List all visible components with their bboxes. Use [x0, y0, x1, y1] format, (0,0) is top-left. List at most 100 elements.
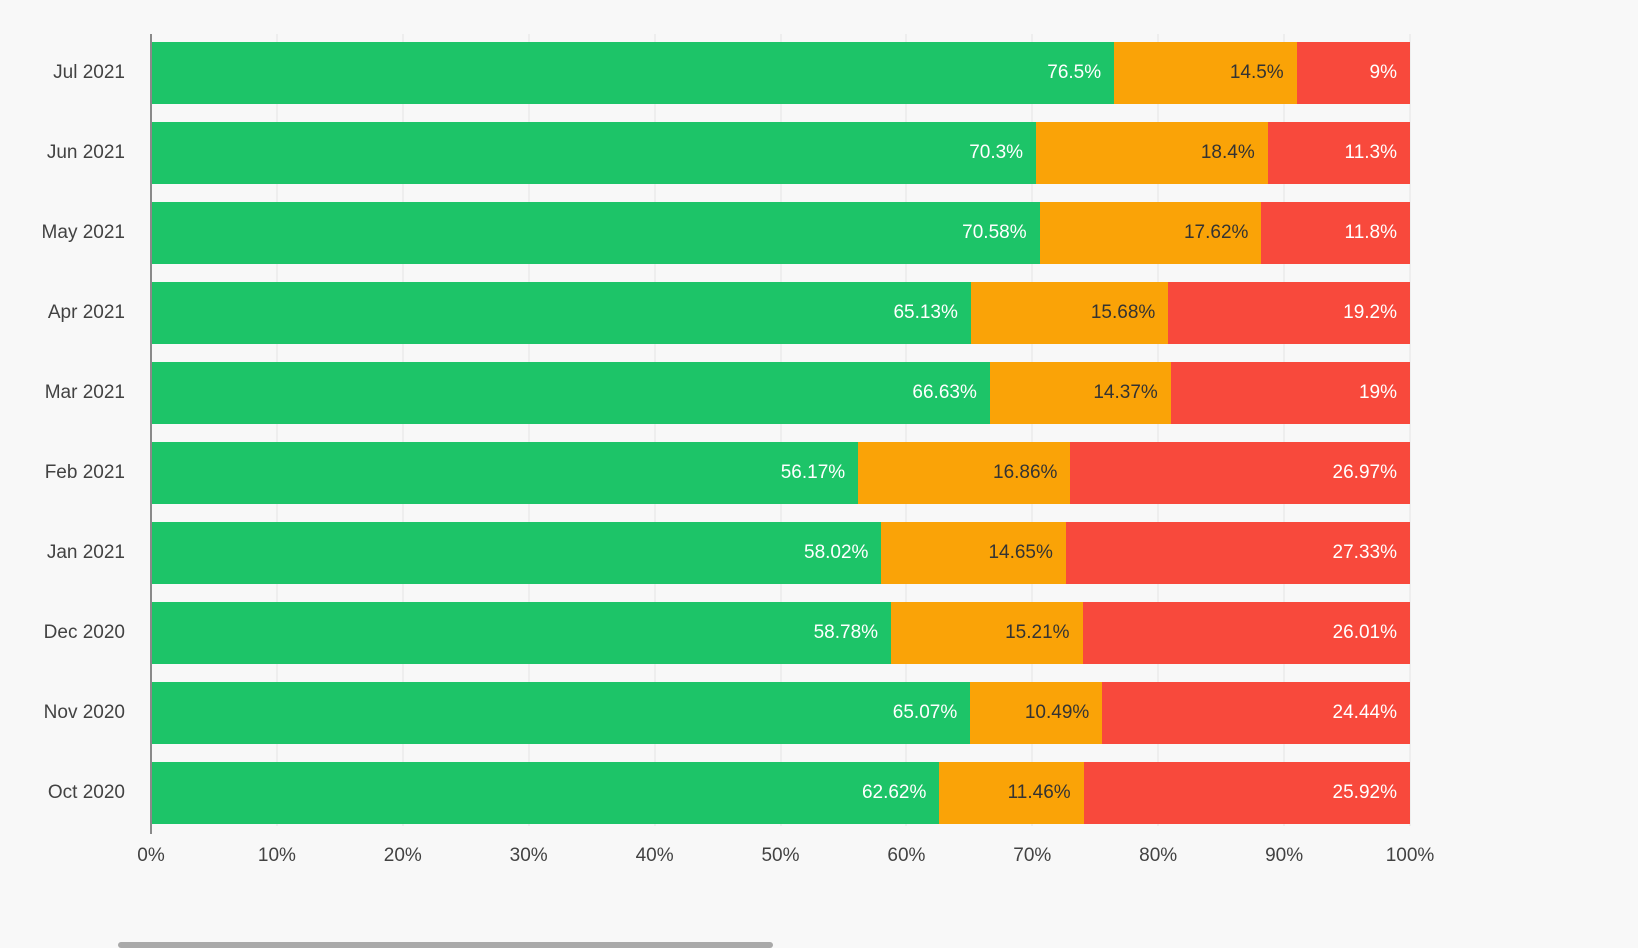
- segment-value-label: 26.01%: [1332, 622, 1398, 643]
- chart-row: Apr 2021 65.13% 15.68% 19.2%: [0, 282, 1638, 344]
- chart-row: Feb 2021 56.17% 16.86% 26.97%: [0, 442, 1638, 504]
- segment-value-label: 14.5%: [1229, 62, 1284, 83]
- bar-segment-green[interactable]: 70.58%: [151, 202, 1040, 264]
- segment-value-label: 11.46%: [1007, 782, 1071, 803]
- bar-segment-red[interactable]: 24.44%: [1102, 682, 1410, 744]
- bar-track: 56.17% 16.86% 26.97%: [151, 442, 1410, 504]
- segment-value-label: 65.13%: [893, 302, 958, 323]
- bar-segment-green[interactable]: 58.02%: [151, 522, 882, 584]
- bar-segment-green[interactable]: 65.13%: [151, 282, 971, 344]
- bar-segment-green[interactable]: 66.63%: [151, 362, 990, 424]
- segment-value-label: 24.44%: [1332, 702, 1397, 723]
- segment-value-label: 62.62%: [861, 782, 927, 803]
- gridline: [1157, 34, 1159, 826]
- category-label: Dec 2020: [43, 622, 125, 643]
- bar-segment-orange[interactable]: 18.4%: [1036, 122, 1268, 184]
- bar-track: 58.02% 14.65% 27.33%: [151, 522, 1410, 584]
- bar-segment-red[interactable]: 19.2%: [1168, 282, 1410, 344]
- bar-track: 70.58% 17.62% 11.8%: [151, 202, 1410, 264]
- bar-segment-red[interactable]: 11.3%: [1267, 122, 1410, 184]
- gridline: [905, 34, 907, 826]
- bar-segment-orange[interactable]: 15.68%: [970, 282, 1169, 344]
- bar-segment-red[interactable]: 25.92%: [1083, 762, 1410, 824]
- bar-segment-orange[interactable]: 14.5%: [1114, 42, 1297, 104]
- bar-segment-red[interactable]: 26.01%: [1082, 602, 1411, 664]
- bar-segment-orange[interactable]: 17.62%: [1039, 202, 1262, 264]
- category-label: Mar 2021: [44, 382, 125, 403]
- gridline: [780, 34, 781, 826]
- chart-row: Jan 2021 58.02% 14.65% 27.33%: [0, 522, 1638, 584]
- bar-segment-red[interactable]: 19%: [1170, 362, 1410, 424]
- gridline: [528, 34, 530, 826]
- gridline: [276, 34, 278, 826]
- bar-track: 65.07% 10.49% 24.44%: [151, 682, 1410, 744]
- category-label: Jan 2021: [46, 542, 125, 563]
- category-label: Oct 2020: [47, 782, 125, 803]
- bar-track: 70.3% 18.4% 11.3%: [151, 122, 1410, 184]
- bar-track: 58.78% 15.21% 26.01%: [151, 602, 1411, 664]
- bar-segment-orange[interactable]: 16.86%: [858, 442, 1071, 504]
- category-label: Nov 2020: [43, 702, 125, 723]
- x-tick-label: 0%: [137, 845, 165, 866]
- bar-segment-green[interactable]: 62.62%: [151, 762, 940, 824]
- segment-value-label: 17.62%: [1183, 222, 1249, 243]
- segment-value-label: 70.58%: [962, 222, 1027, 243]
- segment-value-label: 66.63%: [912, 382, 977, 403]
- segment-value-label: 11.3%: [1344, 142, 1397, 163]
- category-label: Jul 2021: [53, 62, 125, 83]
- bar-segment-orange[interactable]: 11.46%: [939, 762, 1084, 824]
- bar-segment-green[interactable]: 65.07%: [151, 682, 971, 744]
- bar-track: 62.62% 11.46% 25.92%: [151, 762, 1410, 824]
- bar-segment-orange[interactable]: 15.21%: [891, 602, 1083, 664]
- category-label: May 2021: [41, 222, 125, 243]
- gridline: [1409, 34, 1411, 826]
- segment-value-label: 10.49%: [1024, 702, 1090, 723]
- bar-track: 66.63% 14.37% 19%: [151, 362, 1410, 424]
- bar-segment-green[interactable]: 76.5%: [151, 42, 1115, 104]
- x-tick-label: 20%: [383, 845, 422, 866]
- bar-segment-orange[interactable]: 14.65%: [881, 522, 1066, 584]
- segment-value-label: 19%: [1358, 382, 1397, 403]
- segment-value-label: 26.97%: [1332, 462, 1397, 483]
- y-axis-line: [150, 34, 152, 834]
- segment-value-label: 27.33%: [1332, 542, 1397, 563]
- chart-row: Oct 2020 62.62% 11.46% 25.92%: [0, 762, 1638, 824]
- chart-row: Jun 2021 70.3% 18.4% 11.3%: [0, 122, 1638, 184]
- bar-segment-red[interactable]: 11.8%: [1261, 202, 1410, 264]
- bar-segment-green[interactable]: 56.17%: [151, 442, 859, 504]
- bar-segment-red[interactable]: 27.33%: [1065, 522, 1410, 584]
- x-tick-label: 30%: [509, 845, 548, 866]
- chart-row: Dec 2020 58.78% 15.21% 26.01%: [0, 602, 1638, 664]
- x-tick-label: 60%: [887, 845, 926, 866]
- segment-value-label: 56.17%: [780, 462, 846, 483]
- bar-segment-red[interactable]: 26.97%: [1070, 442, 1410, 504]
- gridline: [1283, 34, 1285, 826]
- bar-segment-red[interactable]: 9%: [1296, 42, 1411, 104]
- category-label: Feb 2021: [44, 462, 125, 483]
- x-tick-label: 70%: [1013, 845, 1052, 866]
- chart-row: Mar 2021 66.63% 14.37% 19%: [0, 362, 1638, 424]
- bar-segment-green[interactable]: 58.78%: [151, 602, 892, 664]
- bar-track: 76.5% 14.5% 9%: [151, 42, 1411, 104]
- gridline: [1031, 34, 1033, 826]
- x-tick-label: 50%: [761, 845, 800, 866]
- x-tick-label: 80%: [1139, 845, 1178, 866]
- x-tick-label: 100%: [1385, 845, 1435, 866]
- segment-value-label: 14.65%: [988, 542, 1053, 563]
- segment-value-label: 9%: [1369, 62, 1398, 83]
- gridline: [654, 34, 656, 826]
- bar-track: 65.13% 15.68% 19.2%: [151, 282, 1410, 344]
- chart-row: Jul 2021 76.5% 14.5% 9%: [0, 42, 1638, 104]
- chart-rows: Jul 2021 76.5% 14.5% 9% Jun 2021 70.3% 18.4% 11…: [0, 42, 1638, 824]
- bar-segment-green[interactable]: 70.3%: [151, 122, 1037, 184]
- segment-value-label: 65.07%: [892, 702, 958, 723]
- horizontal-scrollbar-thumb[interactable]: [118, 942, 773, 948]
- x-tick-label: 90%: [1265, 845, 1304, 866]
- segment-value-label: 15.68%: [1090, 302, 1156, 323]
- bar-segment-orange[interactable]: 14.37%: [989, 362, 1171, 424]
- x-axis-tick-labels: 0% 10% 20% 30% 40% 50% 60% 70% 80% 90% 100%: [137, 845, 1434, 869]
- segment-value-label: 11.8%: [1344, 222, 1397, 243]
- segment-value-label: 58.78%: [813, 622, 879, 643]
- bar-segment-orange[interactable]: 10.49%: [970, 682, 1103, 744]
